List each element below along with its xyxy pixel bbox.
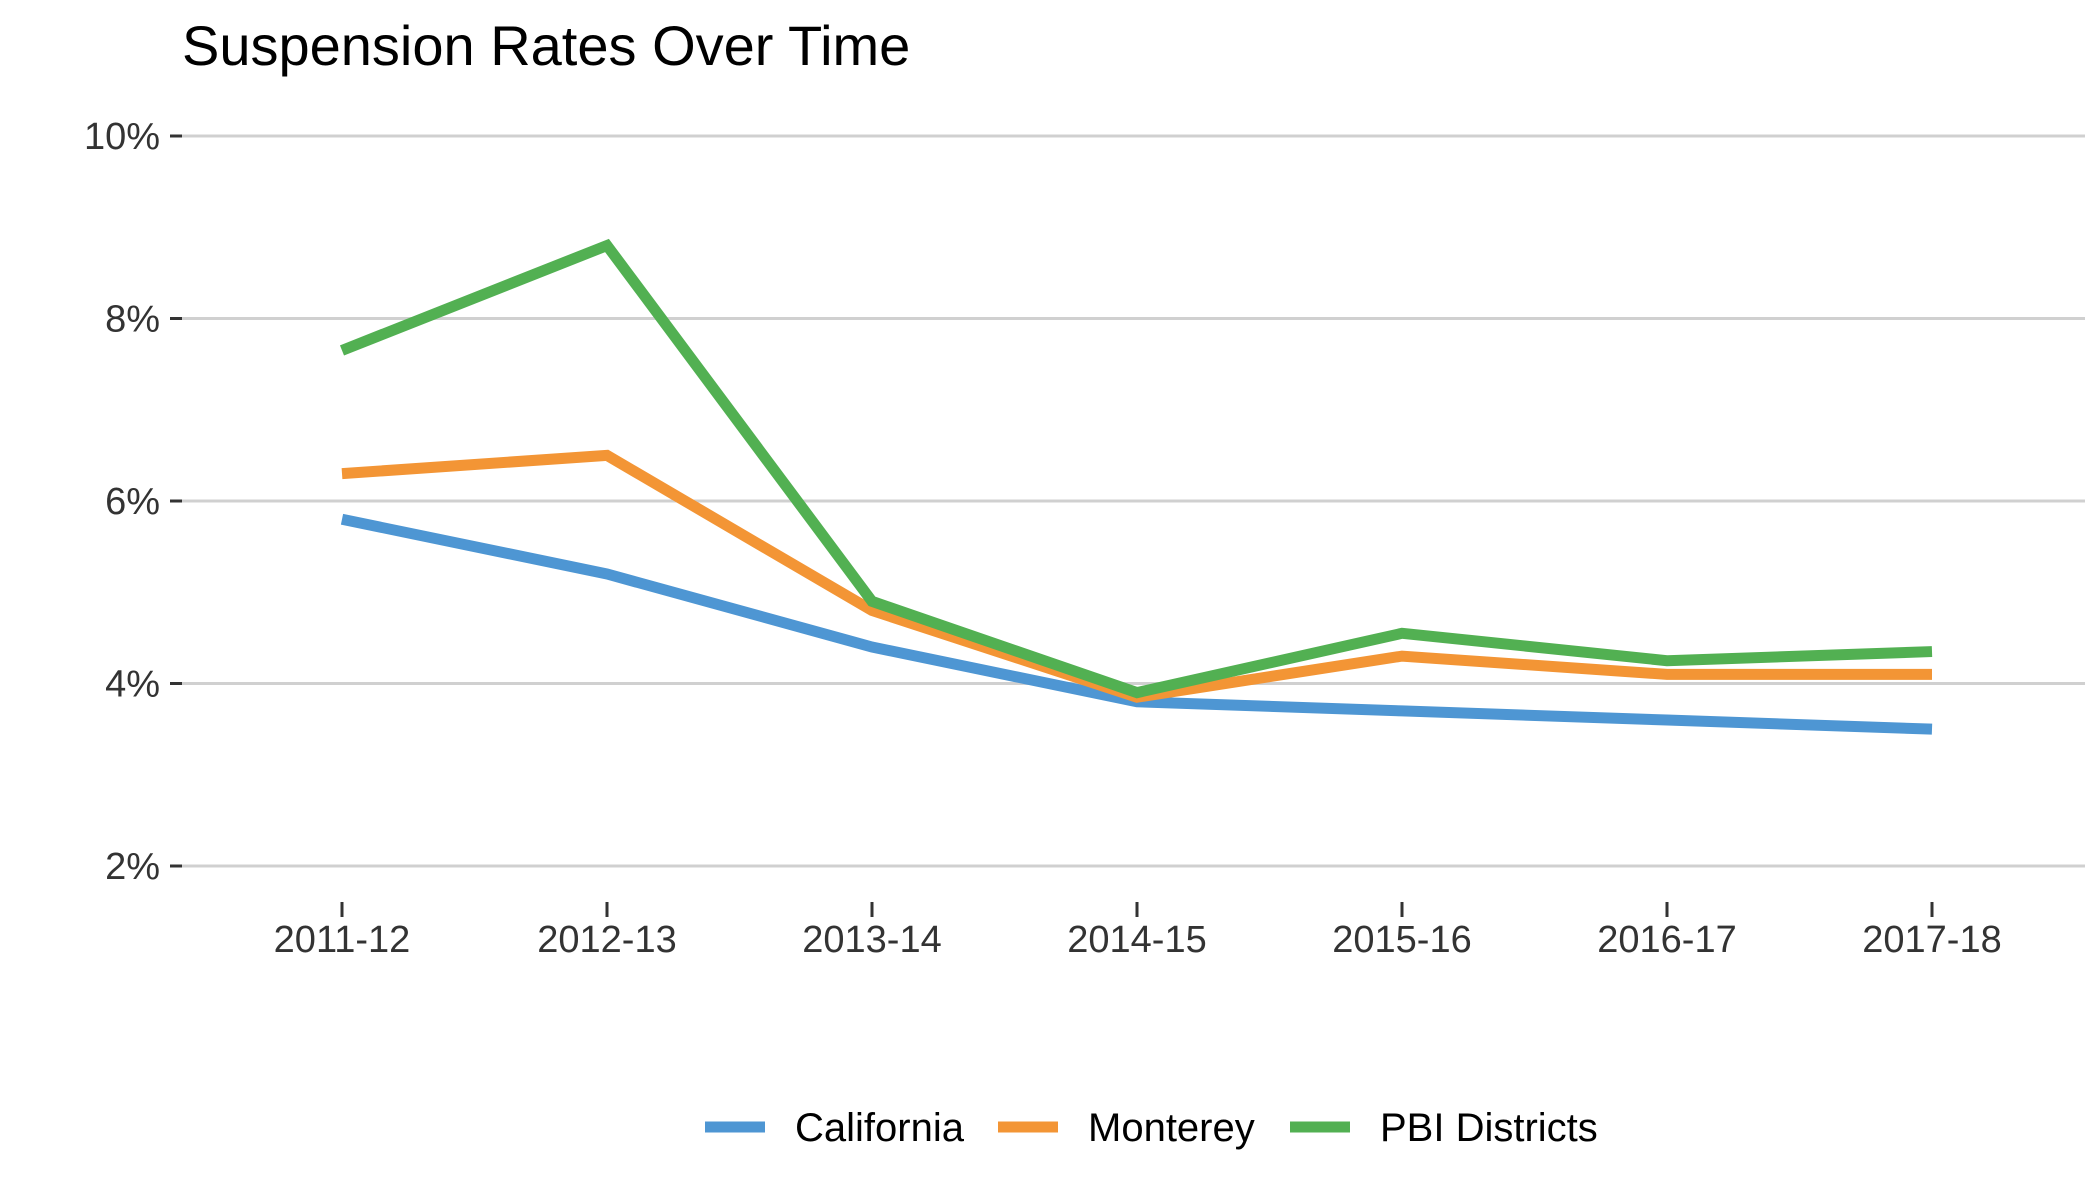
y-tick-label: 6% [105, 481, 160, 523]
legend-label: PBI Districts [1380, 1106, 1598, 1150]
chart-title: Suspension Rates Over Time [182, 14, 910, 77]
x-axis: 2011-12 2012-13 2013-14 2014-15 2015-16 2016-… [274, 902, 2002, 961]
x-tick-label: 2014-15 [1067, 919, 1206, 961]
series-lines [339, 238, 1933, 735]
y-tick-label: 8% [105, 299, 160, 341]
legend-item-california: California [705, 1106, 965, 1150]
legend-item-monterey: Monterey [998, 1106, 1255, 1150]
y-tick-label: 10% [84, 116, 160, 158]
x-tick-label: 2015-16 [1332, 919, 1471, 961]
legend: California Monterey PBI Districts [705, 1106, 1598, 1150]
legend-label: California [795, 1106, 965, 1150]
legend-label: Monterey [1088, 1106, 1255, 1150]
series-line-pbi-districts [339, 238, 1933, 699]
x-tick-label: 2011-12 [274, 919, 411, 961]
y-tick-label: 4% [105, 664, 160, 706]
x-tick-label: 2016-17 [1597, 919, 1736, 961]
legend-item-pbi-districts: PBI Districts [1290, 1106, 1598, 1150]
y-axis: 2% 4% 6% 8% 10% [84, 116, 182, 888]
grid-lines [180, 134, 2085, 868]
x-tick-label: 2012-13 [537, 919, 676, 961]
x-tick-label: 2013-14 [802, 919, 941, 961]
x-tick-label: 2017-18 [1862, 919, 2001, 961]
y-tick-label: 2% [105, 846, 160, 888]
